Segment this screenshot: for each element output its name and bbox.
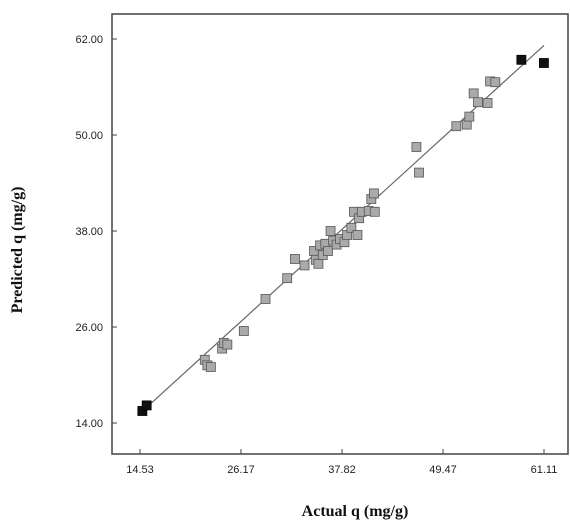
data-point [369,206,380,217]
data-point [516,54,527,65]
x-axis-title: Actual q (mg/g) [302,503,409,520]
data-point [369,188,379,199]
plot-frame [111,13,569,455]
data-point [414,167,424,178]
data-point [451,121,462,132]
data-point [482,98,493,108]
y-tick-label: 38.00 [75,226,103,238]
y-tick-label: 50.00 [75,130,103,142]
data-points [137,54,549,416]
data-point [323,246,333,256]
data-point [238,326,249,336]
data-point [325,226,336,236]
data-point [490,77,501,88]
y-tick-label: 14.00 [75,418,103,430]
data-point [313,258,324,269]
axis-ticks: 14.53 26.17 37.82 49.47 61.11 14.00 26.00 38.00… [75,34,557,476]
y-tick-label: 62.00 [75,34,103,46]
data-point [473,97,483,108]
data-point [464,111,475,122]
data-point [411,142,422,152]
x-tick-label: 49.47 [429,464,457,476]
data-point [352,230,363,240]
data-point [468,88,479,99]
x-tick-label: 37.82 [328,464,356,476]
data-point [205,362,216,372]
x-tick-label: 26.17 [227,464,255,476]
x-tick-label: 14.53 [126,464,154,476]
x-tick-label: 61.11 [531,464,558,476]
data-point [539,58,549,68]
data-point [290,254,300,264]
data-point [141,400,152,411]
y-tick-label: 26.00 [75,322,103,334]
data-point [299,260,310,271]
data-point [222,339,233,350]
data-point [282,273,293,284]
data-point [260,294,271,304]
y-axis-title: Predicted q (mg/g) [9,187,26,314]
data-point [346,222,357,233]
